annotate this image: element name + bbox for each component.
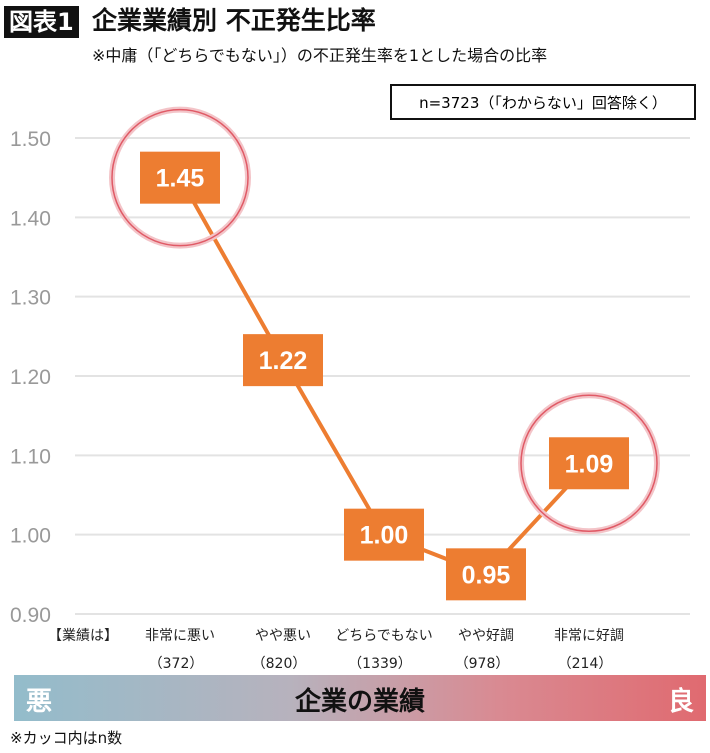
data-label: 1.09 xyxy=(565,450,614,478)
y-tick-label: 1.40 xyxy=(10,207,51,230)
data-label: 1.45 xyxy=(156,165,205,193)
footnote: ※カッコ内はn数 xyxy=(10,729,123,747)
data-label: 0.95 xyxy=(462,561,511,589)
data-label-box xyxy=(140,151,220,204)
data-label: 1.22 xyxy=(259,347,308,375)
x-category-count: （1339） xyxy=(348,656,412,672)
sample-size-note: n=3723（「わからない」回答除く） xyxy=(390,84,696,120)
y-tick-label: 1.00 xyxy=(10,525,51,548)
data-label-box xyxy=(549,437,629,490)
data-label-box xyxy=(446,548,526,601)
x-category-label: やや悪い xyxy=(255,628,311,644)
chart-subtitle: ※中庸（「どちらでもない」）の不正発生率を1とした場合の比率 xyxy=(92,46,548,65)
y-tick-label: 1.50 xyxy=(10,128,51,151)
highlight-circle xyxy=(520,394,658,533)
scale-bad-label: 悪 xyxy=(26,687,53,717)
y-tick-label: 1.10 xyxy=(10,445,51,468)
data-label: 1.00 xyxy=(360,522,409,550)
x-category-count: （820） xyxy=(252,656,307,672)
data-label-box xyxy=(344,508,424,561)
highlight-circle xyxy=(111,108,249,247)
plot-area: 0.90 1.00 1.10 1.20 1.30 1.40 1.50 1.45 非常に悪い （37… xyxy=(10,106,690,672)
data-label-box xyxy=(243,334,323,387)
x-category-count: （214） xyxy=(558,656,613,672)
x-axis-prefix: 【業績は】 xyxy=(48,628,118,644)
y-tick-label: 1.30 xyxy=(10,287,51,310)
x-category-count: （978） xyxy=(455,656,510,672)
y-tick-label: 1.20 xyxy=(10,366,51,389)
x-category-label: やや好調 xyxy=(458,628,514,644)
x-category-label: 非常に好調 xyxy=(554,628,624,644)
x-category-label: 非常に悪い xyxy=(145,628,215,644)
x-category-label: どちらでもない xyxy=(335,628,433,644)
x-category-count: （372） xyxy=(149,656,204,672)
figure-badge: 図表1 xyxy=(4,6,79,38)
scale-center-label: 企業の業績 xyxy=(294,687,425,717)
chart-title: 企業業績別 不正発生比率 xyxy=(92,6,376,35)
scale-good-label: 良 xyxy=(667,687,694,717)
performance-scale-band: 悪 企業の業績 良 xyxy=(14,675,706,721)
y-tick-label: 0.90 xyxy=(10,604,51,627)
